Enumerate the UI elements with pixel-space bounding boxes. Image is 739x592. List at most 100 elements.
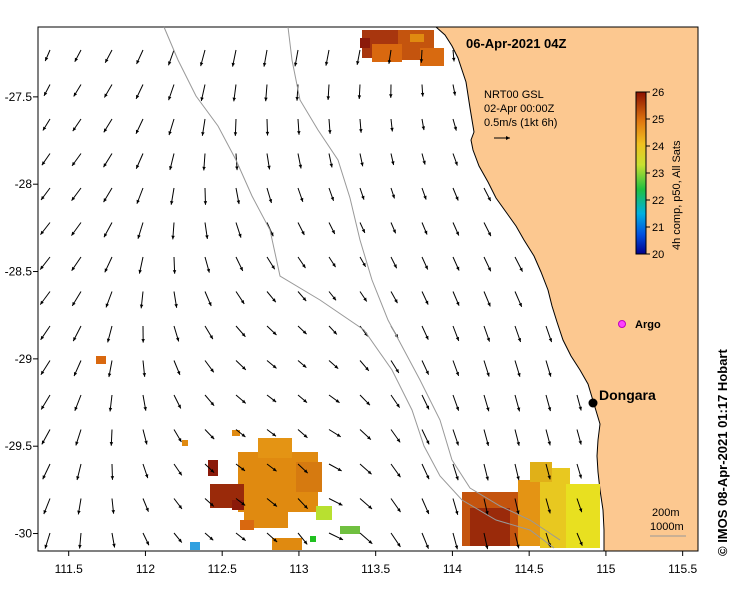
current-arrow (40, 360, 51, 375)
current-arrow (204, 532, 214, 541)
current-arrow (44, 49, 51, 62)
current-arrow (387, 49, 392, 64)
current-arrow (328, 532, 344, 541)
current-arrow (326, 84, 331, 100)
current-arrow (103, 153, 113, 168)
current-arrow (172, 256, 177, 274)
current-arrow (452, 429, 459, 446)
current-arrow (328, 153, 333, 168)
current-arrow (40, 187, 51, 201)
current-arrow (204, 291, 212, 307)
current-arrow (170, 187, 175, 205)
current-arrow (390, 394, 401, 408)
current-arrow (266, 498, 278, 507)
current-arrow (452, 463, 459, 481)
current-arrow (421, 222, 428, 235)
current-arrow (421, 532, 429, 549)
colorbar-scale (635, 91, 647, 255)
colorbar-tick-label: 26 (652, 87, 664, 99)
current-arrow (266, 532, 278, 543)
current-vectors (39, 49, 583, 550)
current-arrow (74, 49, 82, 63)
current-arrow (545, 463, 551, 480)
current-arrow (359, 463, 372, 475)
current-arrow (40, 222, 51, 235)
current-arrow (103, 187, 113, 203)
current-arrow (328, 222, 336, 235)
current-arrow (297, 532, 308, 545)
current-arrow (173, 291, 178, 308)
current-arrow (235, 498, 246, 506)
current-arrow (266, 360, 277, 369)
current-arrow (576, 429, 582, 445)
current-arrow (266, 153, 271, 170)
current-arrow (359, 153, 364, 167)
current-arrow (135, 118, 144, 135)
current-arrow (390, 429, 401, 443)
current-arrow (452, 498, 459, 515)
current-arrow (297, 291, 307, 302)
current-arrow (235, 256, 244, 272)
current-arrow (108, 394, 113, 412)
current-arrow (71, 222, 82, 236)
current-arrow (233, 118, 238, 136)
current-arrow (73, 84, 82, 97)
current-arrow (203, 187, 208, 205)
current-arrow (199, 49, 206, 67)
current-arrow (545, 325, 553, 343)
current-arrow (142, 394, 147, 411)
current-arrow (359, 291, 368, 302)
current-arrow (421, 360, 430, 375)
current-arrow (103, 118, 113, 133)
current-arrow (235, 532, 246, 542)
current-arrow (173, 360, 181, 376)
current-arrow (297, 222, 305, 236)
current-arrow (359, 222, 366, 234)
current-arrow (483, 498, 489, 515)
current-arrow (356, 49, 361, 65)
current-arrow (421, 498, 430, 515)
current-arrow (103, 84, 113, 98)
current-arrow (452, 84, 457, 96)
current-arrow (389, 84, 393, 98)
current-arrow (545, 394, 552, 412)
current-arrow (264, 84, 268, 102)
x-tick-label: 112 (136, 562, 155, 576)
x-tick-label: 115 (596, 562, 615, 576)
current-arrow (483, 325, 490, 342)
current-arrow (141, 325, 145, 343)
imos-credit: © IMOS 08-Apr-2021 01:17 Hobart (715, 349, 730, 556)
current-arrow (421, 256, 429, 270)
current-arrow (421, 118, 426, 131)
current-arrow (39, 256, 51, 270)
current-arrow (104, 49, 113, 64)
current-arrow (545, 498, 551, 514)
colorbar-tick-label: 20 (652, 249, 664, 261)
current-arrow (483, 360, 490, 377)
current-arrow (483, 532, 489, 550)
colorbar-tick-label: 25 (652, 114, 664, 126)
current-arrow (204, 498, 215, 507)
current-arrow (235, 429, 246, 438)
current-arrow (72, 325, 82, 342)
y-tick-label: -28.5 (5, 265, 33, 279)
current-arrow (109, 429, 114, 446)
current-arrow (514, 256, 523, 272)
current-arrow (514, 291, 523, 308)
current-arrow (71, 187, 82, 201)
current-arrow (421, 153, 426, 165)
current-arrow (103, 222, 113, 238)
current-arrow (328, 394, 340, 404)
current-arrow (452, 291, 460, 306)
current-arrow (201, 118, 206, 136)
current-arrow (42, 463, 51, 480)
current-arrow (266, 256, 276, 270)
x-tick-label: 112.5 (208, 562, 237, 576)
y-tick-label: -30 (15, 527, 33, 541)
current-arrow (576, 532, 583, 546)
plot-frame (37, 26, 699, 552)
current-arrow (42, 118, 51, 131)
legend-source: NRT00 GSL (484, 89, 544, 101)
current-arrow (452, 360, 460, 377)
current-arrow (328, 463, 342, 472)
